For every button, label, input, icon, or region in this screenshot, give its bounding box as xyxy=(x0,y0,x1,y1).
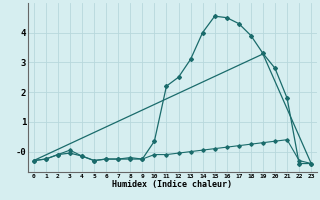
X-axis label: Humidex (Indice chaleur): Humidex (Indice chaleur) xyxy=(112,180,232,189)
